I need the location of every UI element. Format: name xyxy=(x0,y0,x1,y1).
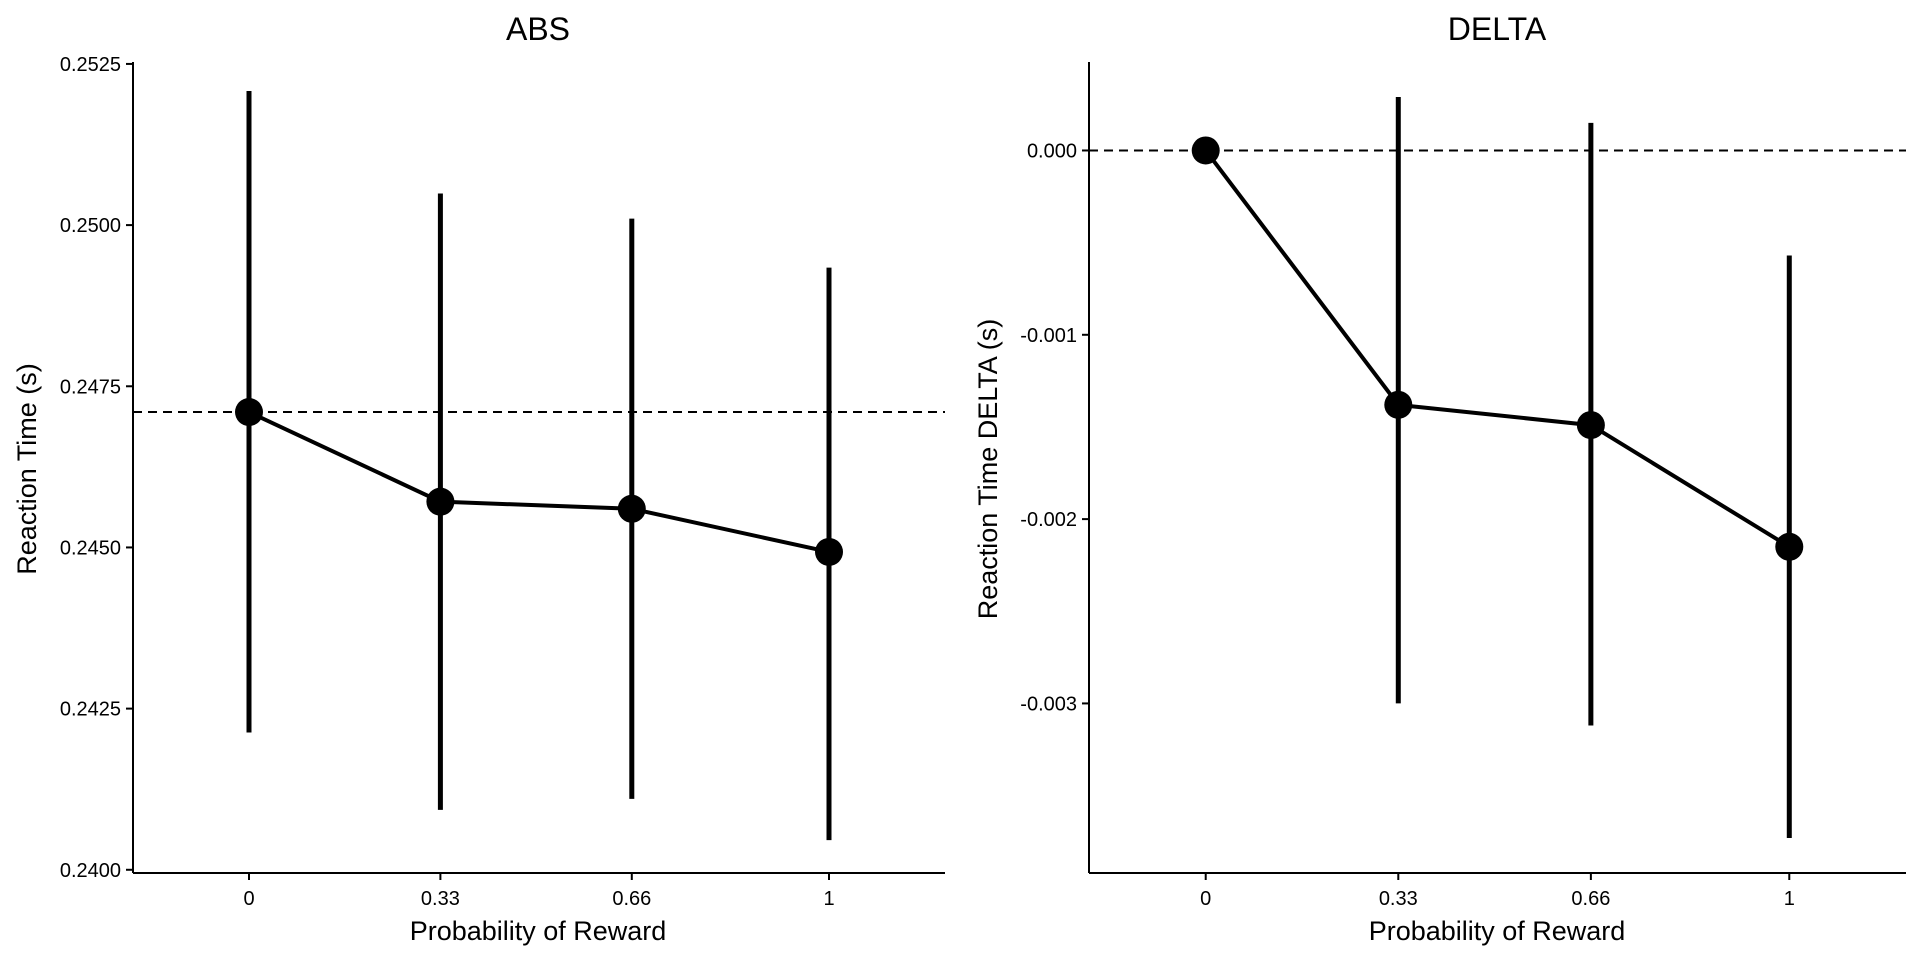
data-point xyxy=(235,398,263,427)
data-point xyxy=(1191,136,1220,165)
panel-delta: DELTA Probability of Reward Reaction Tim… xyxy=(973,11,1906,946)
x-tick-label: 0.33 xyxy=(421,888,460,910)
data-point xyxy=(815,537,843,566)
x-tick-label: 1 xyxy=(1784,888,1795,910)
data-point xyxy=(1576,411,1605,440)
plot-area xyxy=(1089,97,1906,838)
y-axis-title: Reaction Time DELTA (s) xyxy=(973,319,1003,620)
x-tick-label: 0 xyxy=(1200,888,1211,910)
series-line xyxy=(1204,149,1791,549)
x-axis-title: Probability of Reward xyxy=(1369,916,1626,946)
y-tick-label: 0.2425 xyxy=(60,699,121,721)
y-tick-label: -0.001 xyxy=(1020,325,1077,347)
y-tick-label: -0.003 xyxy=(1020,693,1077,715)
data-point xyxy=(1775,532,1804,561)
x-tick-label: 0.66 xyxy=(1571,888,1610,910)
y-tick-label: 0.2400 xyxy=(60,860,121,882)
x-tick-label: 1 xyxy=(823,888,834,910)
data-point xyxy=(1384,390,1413,419)
y-axis-title: Reaction Time (s) xyxy=(12,363,42,575)
y-tick-label: 0.2525 xyxy=(60,54,121,76)
data-point xyxy=(426,487,455,516)
data-point xyxy=(617,494,646,523)
x-axis-title: Probability of Reward xyxy=(410,916,667,946)
y-tick-label: 0.2450 xyxy=(60,537,121,559)
panel-abs: ABS Probability of Reward Reaction Time … xyxy=(12,11,945,946)
series-line xyxy=(248,410,830,554)
y-tick-label: 0.2475 xyxy=(60,376,121,398)
x-tick-label: 0 xyxy=(243,888,254,910)
x-tick-label: 0.33 xyxy=(1379,888,1418,910)
y-tick-label: -0.002 xyxy=(1020,509,1077,531)
chart-title: ABS xyxy=(506,11,570,47)
y-tick-label: 0.2500 xyxy=(60,215,121,237)
y-tick-label: 0.000 xyxy=(1027,140,1077,162)
x-tick-label: 0.66 xyxy=(612,888,651,910)
plot-area xyxy=(133,91,945,841)
chart-title: DELTA xyxy=(1448,11,1547,47)
